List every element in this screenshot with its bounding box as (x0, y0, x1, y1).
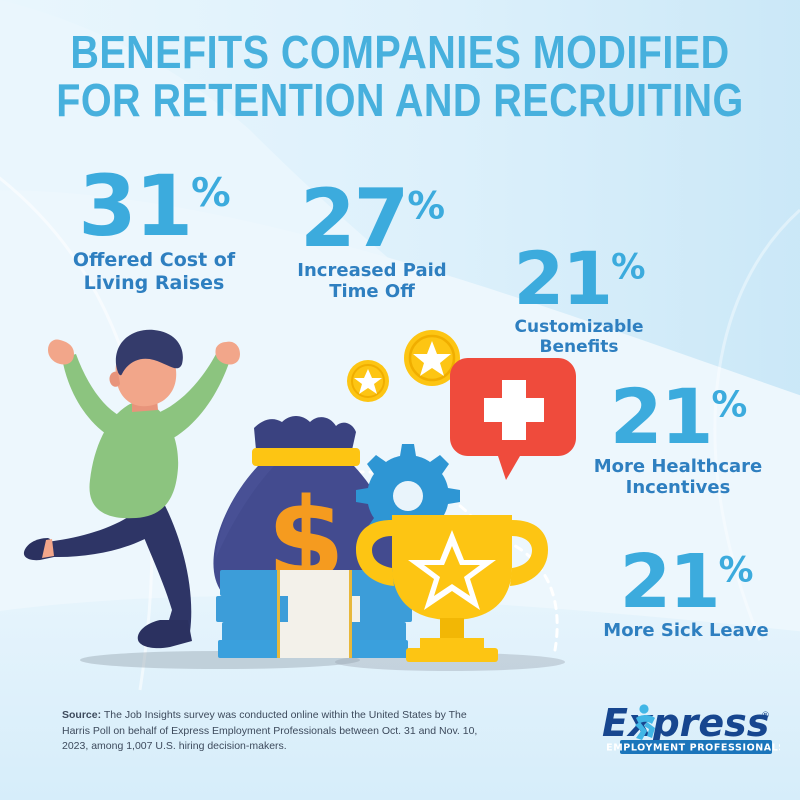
star-inner (424, 546, 480, 596)
man-ear (109, 371, 120, 387)
star-icon (354, 369, 382, 394)
stat-label: More Sick Leave (603, 620, 769, 642)
stat-label: More Healthcare Incentives (593, 455, 763, 499)
trophy (356, 515, 548, 662)
stat-number: 31 (78, 157, 193, 255)
title-line-1: Benefits Companies Modified (70, 26, 730, 78)
stat-label: Increased Paid Time Off (297, 259, 447, 302)
star-coin-large (404, 330, 460, 386)
stat-number: 27 (300, 172, 409, 265)
stat-block-cost-of-living: 31% Offered Cost of Living Raises (34, 164, 274, 294)
illustration-group: $ (23, 329, 576, 671)
source-label: Source: (62, 709, 102, 721)
percent-symbol: % (711, 384, 747, 426)
man-right-hand (215, 341, 240, 365)
man-ankle (42, 539, 54, 558)
stat-label: Offered Cost of Living Raises (72, 249, 236, 294)
percent-symbol: % (191, 170, 231, 216)
man-right-arm (160, 354, 230, 440)
trophy-base (406, 648, 498, 662)
stat-block-sick-leave: 21% More Sick Leave (572, 545, 800, 642)
stat-value: 21% (572, 545, 800, 619)
stat-value: 27% (258, 179, 486, 259)
man-front-shoe (137, 620, 192, 649)
source-note: Source: The Job Insights survey was cond… (62, 708, 492, 755)
medical-cross-icon (484, 380, 544, 440)
money-bag-top (254, 416, 356, 450)
man-hair (115, 329, 183, 376)
express-logo[interactable]: Express ® EMPLOYMENT PROFESSIONALS (600, 698, 780, 760)
stat-value: 21% (560, 379, 796, 455)
book-pages (278, 640, 350, 658)
source-text: The Job Insights survey was conducted on… (62, 709, 478, 752)
stat-block-paid-time-off: 27% Increased Paid Time Off (258, 179, 486, 302)
percent-symbol: % (718, 550, 754, 591)
stat-label: Customizable Benefits (514, 317, 644, 358)
trophy-base-upper (420, 638, 484, 650)
man-left-hand (48, 339, 74, 365)
book-edge (349, 570, 352, 658)
book-edge (277, 570, 280, 658)
trademark-symbol: ® (761, 711, 770, 721)
stat-value: 31% (34, 164, 274, 248)
trophy-handle-left (356, 520, 394, 586)
man-back-leg (38, 510, 154, 558)
logo-tagline: EMPLOYMENT PROFESSIONALS (606, 743, 780, 754)
runner-icon (635, 704, 655, 740)
page-title: Benefits Companies Modified For Retentio… (56, 28, 744, 124)
coin-rim (408, 334, 456, 382)
trophy-stem (440, 618, 464, 640)
stat-number: 21 (619, 539, 721, 625)
percent-symbol: % (611, 247, 645, 288)
book-pages (288, 596, 360, 622)
stat-block-customizable-benefits: 21% Customizable Benefits (468, 243, 690, 358)
book-stack (216, 570, 412, 658)
gear-hole (393, 481, 423, 511)
stat-number: 21 (609, 372, 714, 461)
percent-symbol: % (407, 183, 445, 228)
stat-number: 21 (513, 237, 614, 322)
money-bag-band (252, 448, 360, 466)
logo-wordmark: Express (602, 701, 769, 745)
trophy-handle-right (510, 520, 548, 586)
stat-block-healthcare-incentives: 21% More Healthcare Incentives (560, 379, 796, 499)
money-bag-highlight (216, 466, 274, 558)
title-line-2: For Retention and Recruiting (56, 74, 744, 126)
coin-rim (351, 364, 385, 398)
medical-cross-speech-bubble (450, 358, 576, 480)
stat-value: 21% (468, 243, 690, 316)
celebrating-man (23, 329, 240, 649)
book-pages (278, 570, 350, 596)
star-icon (413, 341, 451, 376)
star-coin-small (347, 360, 389, 402)
man-left-arm (62, 354, 120, 438)
logo-tagline-bar (620, 740, 772, 754)
man-front-leg (130, 496, 192, 632)
